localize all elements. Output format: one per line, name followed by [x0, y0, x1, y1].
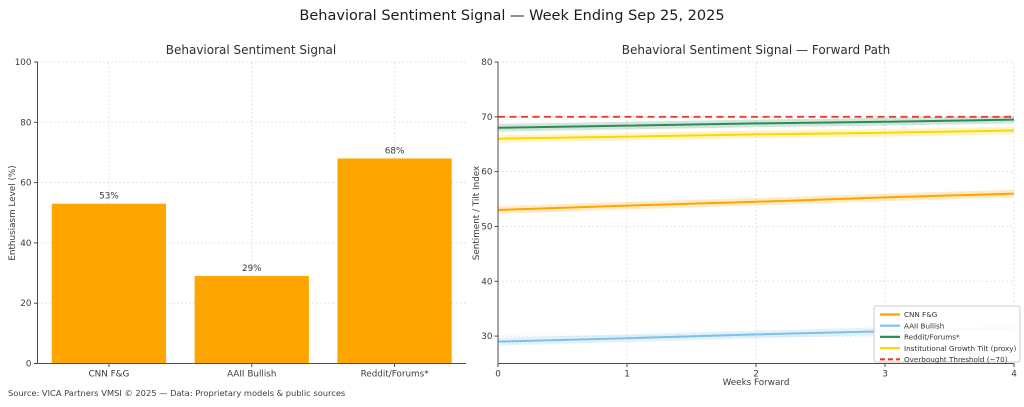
x-tick-label: CNN F&G [88, 370, 129, 380]
bar-value-label: 53% [99, 192, 119, 202]
y-tick-label: 50 [481, 222, 493, 232]
bar [194, 276, 309, 364]
figure-title: Behavioral Sentiment Signal — Week Endin… [299, 8, 725, 24]
y-tick-label: 60 [20, 179, 32, 189]
line-chart-x-axis-label: Weeks Forward [722, 377, 790, 388]
y-tick-label: 40 [481, 277, 493, 287]
bar-value-label: 29% [242, 264, 262, 274]
series-line [497, 118, 1015, 129]
y-tick-label: 100 [15, 58, 32, 68]
legend-label: Reddit/Forums* [904, 333, 960, 342]
y-tick-label: 20 [20, 299, 32, 309]
x-tick-label: 4 [1011, 370, 1017, 380]
legend-label: CNN F&G [904, 310, 937, 319]
x-tick-label: Reddit/Forums* [361, 370, 430, 380]
bar [51, 203, 167, 364]
y-tick-label: 30 [481, 332, 493, 342]
y-tick-label: 80 [481, 58, 493, 68]
bar-chart-title: Behavioral Sentiment Signal [165, 43, 337, 57]
x-tick-label: 2 [753, 370, 759, 380]
legend-label: Institutional Growth Tilt (proxy) [904, 344, 1016, 353]
series-line [497, 129, 1015, 140]
y-tick-label: 80 [20, 118, 32, 128]
legend-label: Overbought Threshold (~70) [904, 355, 1008, 364]
bar-chart: 53% 29% 68% 0 20 40 60 80 100 CNN F&G AAII Bullish… [15, 58, 466, 380]
source-note: Source: VICA Partners VMSI © 2025 — Data… [8, 388, 346, 398]
y-tick-label: 60 [481, 168, 493, 178]
series-line [497, 192, 1015, 211]
bar [337, 158, 452, 364]
x-tick-label: 1 [624, 370, 630, 380]
legend: CNN F&G AAII Bullish Reddit/Forums* Institu… [873, 305, 1021, 364]
x-tick-label: 3 [882, 370, 888, 380]
y-tick-label: 0 [26, 360, 32, 370]
y-tick-label: 40 [20, 239, 32, 249]
x-tick-label: 0 [495, 370, 501, 380]
y-tick-label: 70 [481, 113, 493, 123]
legend-box [873, 305, 1021, 363]
legend-label: AAII Bullish [904, 321, 944, 330]
line-chart-title: Behavioral Sentiment Signal — Forward Pa… [621, 43, 891, 57]
x-tick-label: AAII Bullish [227, 370, 276, 380]
bar-value-label: 68% [385, 146, 405, 156]
